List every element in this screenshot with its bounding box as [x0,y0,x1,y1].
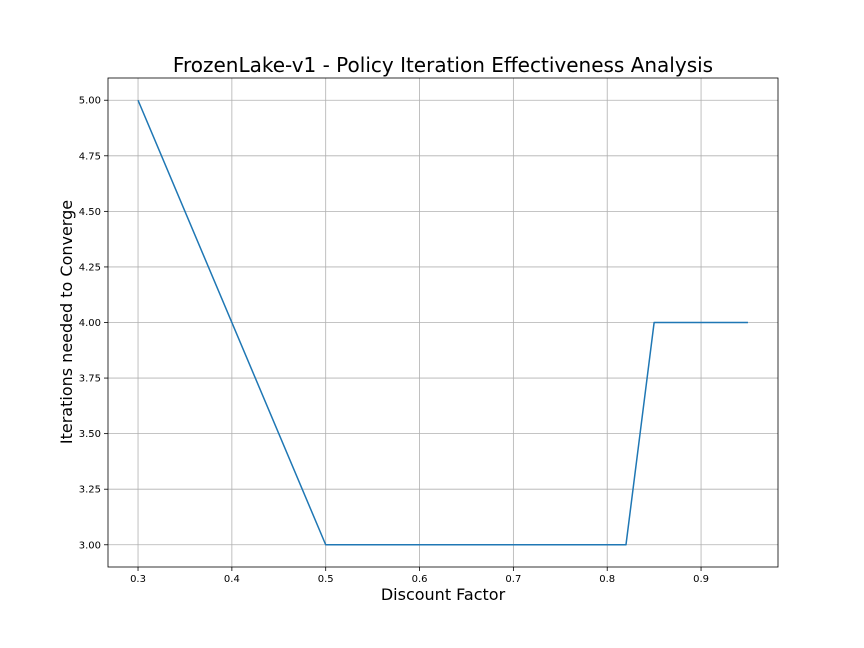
y-axis-label: Iterations needed to Converge [57,200,76,444]
y-tick-label: 4.25 [79,262,101,273]
x-axis-ticks: 0.3 0.4 0.5 0.6 0.7 0.8 0.9 [130,567,709,585]
series-line [137,99,748,546]
x-tick-label: 0.9 [693,574,709,585]
y-tick-label: 3.50 [79,429,101,440]
y-axis-ticks: 3.00 3.25 3.50 3.75 4.00 4.25 4.50 4.75 5.00 [79,96,108,551]
grid [108,78,778,567]
x-tick-label: 0.5 [318,574,334,585]
x-axis-label: Discount Factor [381,585,506,604]
x-tick-label: 0.4 [224,574,240,585]
y-tick-label: 5.00 [79,96,101,107]
series-group [137,99,748,546]
x-tick-label: 0.8 [599,574,615,585]
x-tick-label: 0.6 [412,574,428,585]
x-tick-label: 0.7 [505,574,521,585]
y-tick-label: 3.25 [79,485,101,496]
y-tick-label: 4.00 [79,318,101,329]
y-tick-label: 4.75 [79,151,101,162]
y-tick-label: 4.50 [79,207,101,218]
y-tick-label: 3.00 [79,540,101,551]
y-tick-label: 3.75 [79,374,101,385]
chart-title: FrozenLake-v1 - Policy Iteration Effecti… [173,53,713,77]
x-tick-label: 0.3 [130,574,146,585]
